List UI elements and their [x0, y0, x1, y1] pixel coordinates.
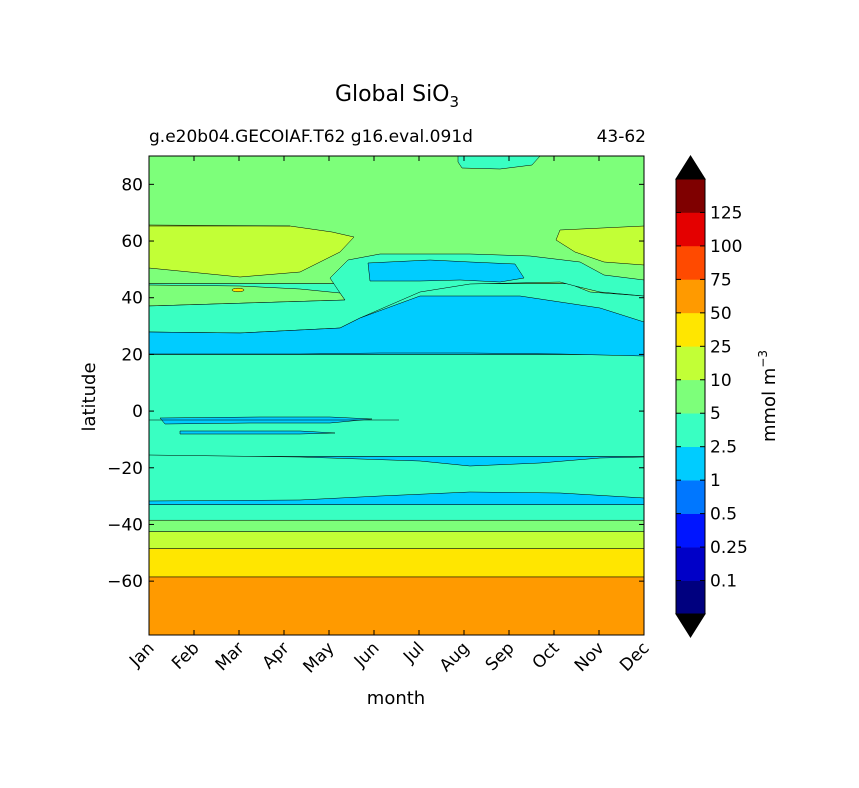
contour-blob-40N: [231, 287, 245, 293]
contour-band-6: [149, 354, 644, 457]
x-tick-label-jan: Jan: [125, 638, 158, 671]
colorbar-segment-5: [676, 413, 705, 447]
x-tick-label-nov: Nov: [571, 638, 609, 676]
chart-subtitle-right: 43-62: [597, 127, 646, 147]
x-tick-label-apr: Apr: [259, 638, 294, 673]
x-tick-label-dec: Dec: [616, 638, 653, 675]
y-tick-label-20: 20: [121, 345, 143, 365]
colorbar-segment-0: [676, 580, 705, 615]
contour-region-equatorial-1: [159, 416, 373, 425]
plot-area: [149, 156, 644, 635]
y-axis: 80 60 40 20 0 −20 −40 −60: [107, 175, 644, 592]
colorbar-label-5: 5: [710, 404, 721, 424]
contour-region-north-10-east: [555, 225, 644, 266]
chart-title: Global SiO3: [335, 82, 459, 111]
x-tick-label-feb: Feb: [168, 638, 203, 673]
contour-region-northern-1: [149, 295, 644, 357]
contour-band-3: [149, 519, 644, 532]
x-tick-label-jun: Jun: [350, 638, 384, 672]
x-tick-label-aug: Aug: [436, 638, 474, 676]
contour-band-4: [149, 504, 644, 521]
colorbar-segment-4: [676, 446, 705, 481]
x-axis-label: month: [367, 688, 425, 709]
colorbar-segment-1: [676, 547, 705, 581]
colorbar-label-9: 75: [710, 270, 732, 290]
colorbar-segment-6: [676, 379, 705, 414]
x-tick-label-may: May: [300, 638, 339, 677]
x-tick-label-sep: Sep: [482, 638, 519, 675]
colorbar-segment-12: [676, 179, 705, 213]
colorbar-label-7: 25: [710, 337, 732, 357]
colorbar-segment-8: [676, 312, 705, 347]
colorbar-segment-2: [676, 513, 705, 548]
contour-region-equatorial-1b: [179, 430, 336, 435]
x-tick-label-jul: Jul: [399, 638, 428, 667]
contour-region-northern-1-patch: [367, 259, 525, 283]
colorbar-segment-11: [676, 212, 705, 247]
contour-band-0: [149, 576, 644, 635]
x-tick-label-mar: Mar: [212, 638, 249, 675]
contour-region-north-10: [149, 224, 355, 278]
y-axis-label: latitude: [79, 362, 100, 431]
y-tick-label--20: −20: [107, 459, 143, 479]
colorbar-label-3: 1: [710, 471, 721, 491]
colorbar-label-10: 100: [710, 237, 742, 257]
y-tick-label--60: −60: [107, 572, 143, 592]
colorbar-segment-3: [676, 480, 705, 514]
y-tick-label-80: 80: [121, 175, 143, 195]
colorbar-frame: [675, 178, 706, 615]
colorbar-label-1: 0.25: [710, 538, 748, 558]
colorbar-label-2: 0.5: [710, 505, 737, 525]
colorbar-segment-7: [676, 346, 705, 381]
colorbar-segment-9: [676, 279, 705, 314]
colorbar-label-0: 0.1: [710, 572, 737, 592]
contour-band-1: [149, 548, 644, 578]
colorbar-label-4: 2.5: [710, 438, 737, 458]
colorbar-label: mmol m−3: [756, 350, 780, 442]
y-tick-label-60: 60: [121, 232, 143, 252]
colorbar-extend-bottom: [675, 613, 706, 638]
y-tick-label-40: 40: [121, 289, 143, 309]
colorbar-label-8: 50: [710, 304, 732, 324]
contour-region-arctic-2.5: [457, 156, 541, 170]
colorbar: 0.1 0.25 0.5 1 2.5 5 10 25 50 75 100 125: [675, 155, 748, 638]
contour-region-south-2.5: [149, 454, 644, 502]
colorbar-label-11: 125: [710, 203, 742, 223]
contour-band-2: [149, 531, 644, 549]
colorbar-label-6: 10: [710, 371, 732, 391]
chart-subtitle-left: g.e20b04.GECOIAF.T62 g16.eval.091d: [149, 127, 473, 147]
plot-frame: [148, 155, 645, 636]
colorbar-extend-top: [675, 155, 706, 180]
x-tick-label-oct: Oct: [529, 638, 564, 673]
y-tick-label--40: −40: [107, 515, 143, 535]
colorbar-segment-10: [676, 245, 705, 280]
y-tick-label-0: 0: [132, 402, 143, 422]
